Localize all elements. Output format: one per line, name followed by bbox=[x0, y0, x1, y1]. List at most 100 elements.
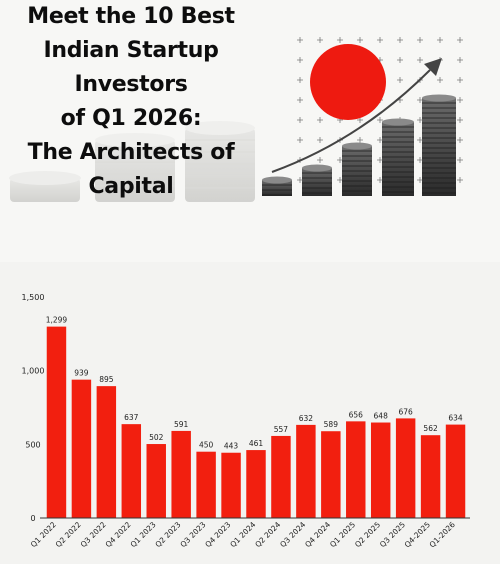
data-label: 895 bbox=[99, 375, 114, 384]
y-tick-label: 1,000 bbox=[22, 367, 45, 376]
plus-mark bbox=[417, 37, 423, 43]
data-label: 589 bbox=[324, 420, 339, 429]
bar bbox=[71, 379, 92, 518]
plus-mark bbox=[337, 37, 343, 43]
y-tick-label: 1,500 bbox=[22, 293, 45, 302]
x-tick-label: Q4-2025 bbox=[403, 520, 432, 549]
data-label: 939 bbox=[74, 369, 89, 378]
bar bbox=[246, 450, 266, 518]
coin-stacks bbox=[262, 94, 456, 196]
x-tick-label: Q2 2022 bbox=[54, 520, 83, 549]
data-label: 461 bbox=[249, 439, 264, 448]
bar bbox=[296, 424, 316, 518]
x-tick-label: Q4 2023 bbox=[203, 520, 232, 549]
plus-mark bbox=[297, 137, 303, 143]
bar bbox=[46, 326, 67, 518]
data-label: 443 bbox=[224, 442, 239, 451]
plus-mark bbox=[377, 37, 383, 43]
coin-top bbox=[342, 142, 372, 150]
investment-chart: 0 500 1,000 1,500 1,299 Q1 2022 939 Q2 2022 895 Q… bbox=[0, 285, 500, 560]
bar bbox=[321, 431, 341, 518]
title-line: Meet the 10 Best bbox=[27, 4, 235, 29]
x-tick-label: Q3 2023 bbox=[178, 520, 207, 549]
growth-arrow bbox=[271, 69, 431, 173]
x-tick-label: Q1 2024 bbox=[228, 520, 257, 549]
plus-mark bbox=[397, 57, 403, 63]
plus-mark bbox=[417, 57, 423, 63]
plus-mark bbox=[457, 37, 463, 43]
arrow-head-icon bbox=[424, 58, 442, 76]
plus-mark bbox=[457, 177, 463, 183]
plus-mark bbox=[297, 57, 303, 63]
x-tick-label: Q3 2024 bbox=[278, 520, 307, 549]
coin-stack bbox=[422, 98, 456, 196]
bar bbox=[346, 421, 366, 518]
data-label: 656 bbox=[349, 410, 364, 419]
red-sun-circle bbox=[310, 44, 386, 120]
x-tick-label: Q2 2025 bbox=[353, 520, 382, 549]
plus-mark bbox=[457, 77, 463, 83]
bar bbox=[96, 386, 117, 518]
bar bbox=[370, 422, 391, 518]
data-label: 676 bbox=[398, 407, 413, 416]
y-tick-label: 0 bbox=[30, 514, 35, 523]
x-tick-label: Q1 2023 bbox=[129, 520, 158, 549]
bar bbox=[221, 452, 241, 518]
title-line: of Q1 2026: bbox=[60, 106, 202, 131]
title-line: Investors bbox=[74, 72, 188, 97]
coin-top bbox=[262, 176, 292, 184]
plus-mark bbox=[457, 97, 463, 103]
plus-mark bbox=[437, 77, 443, 83]
plus-mark bbox=[317, 157, 323, 163]
data-label: 1,299 bbox=[46, 316, 68, 325]
x-tick-label: Q1 2022 bbox=[29, 520, 58, 549]
bar bbox=[445, 424, 466, 518]
data-label: 632 bbox=[299, 414, 314, 423]
data-label: 450 bbox=[199, 441, 214, 450]
bar bbox=[171, 430, 191, 518]
coin-top bbox=[302, 164, 332, 172]
title-line: The Architects of bbox=[27, 140, 235, 165]
coin-stack bbox=[382, 122, 414, 196]
plus-mark bbox=[397, 77, 403, 83]
bar bbox=[196, 451, 216, 518]
data-label: 557 bbox=[274, 425, 289, 434]
plus-mark bbox=[317, 117, 323, 123]
title-line: Indian Startup bbox=[43, 38, 219, 63]
plus-mark bbox=[357, 137, 363, 143]
data-label: 637 bbox=[124, 413, 139, 422]
plus-mark bbox=[297, 77, 303, 83]
data-label: 502 bbox=[149, 433, 164, 442]
bar bbox=[121, 424, 142, 518]
bar bbox=[146, 444, 166, 518]
bar bbox=[395, 418, 416, 518]
plus-mark bbox=[457, 157, 463, 163]
data-label: 562 bbox=[423, 424, 438, 433]
plus-mark bbox=[377, 117, 383, 123]
x-tick-label: Q3 2022 bbox=[79, 520, 108, 549]
data-label: 591 bbox=[174, 420, 189, 429]
data-label: 648 bbox=[374, 412, 389, 421]
plus-mark bbox=[297, 97, 303, 103]
plus-mark bbox=[297, 117, 303, 123]
plus-mark bbox=[397, 37, 403, 43]
coin-stack bbox=[262, 180, 292, 196]
plus-mark bbox=[317, 137, 323, 143]
bar-chart-svg: 0 500 1,000 1,500 1,299 Q1 2022 939 Q2 2022 895 Q… bbox=[22, 293, 470, 549]
x-tick-label: Q2 2024 bbox=[253, 520, 282, 549]
plus-mark bbox=[457, 57, 463, 63]
coin-stack bbox=[302, 168, 332, 196]
faded-coin-stacks bbox=[9, 121, 255, 202]
y-tick-label: 500 bbox=[25, 440, 40, 449]
plus-mark bbox=[457, 117, 463, 123]
x-tick-label: Q4 2022 bbox=[104, 520, 133, 549]
x-tick-label: Q3 2025 bbox=[378, 520, 407, 549]
hero-banner: Meet the 10 Best Indian Startup Investor… bbox=[0, 0, 500, 262]
data-label: 634 bbox=[448, 414, 463, 423]
page-title: Meet the 10 Best Indian Startup Investor… bbox=[6, 0, 256, 204]
title-line: Capital bbox=[88, 174, 174, 199]
x-tick-label: Q1 2025 bbox=[328, 520, 357, 549]
coin-top bbox=[382, 118, 414, 126]
plus-mark bbox=[437, 37, 443, 43]
coin-top bbox=[422, 94, 456, 102]
